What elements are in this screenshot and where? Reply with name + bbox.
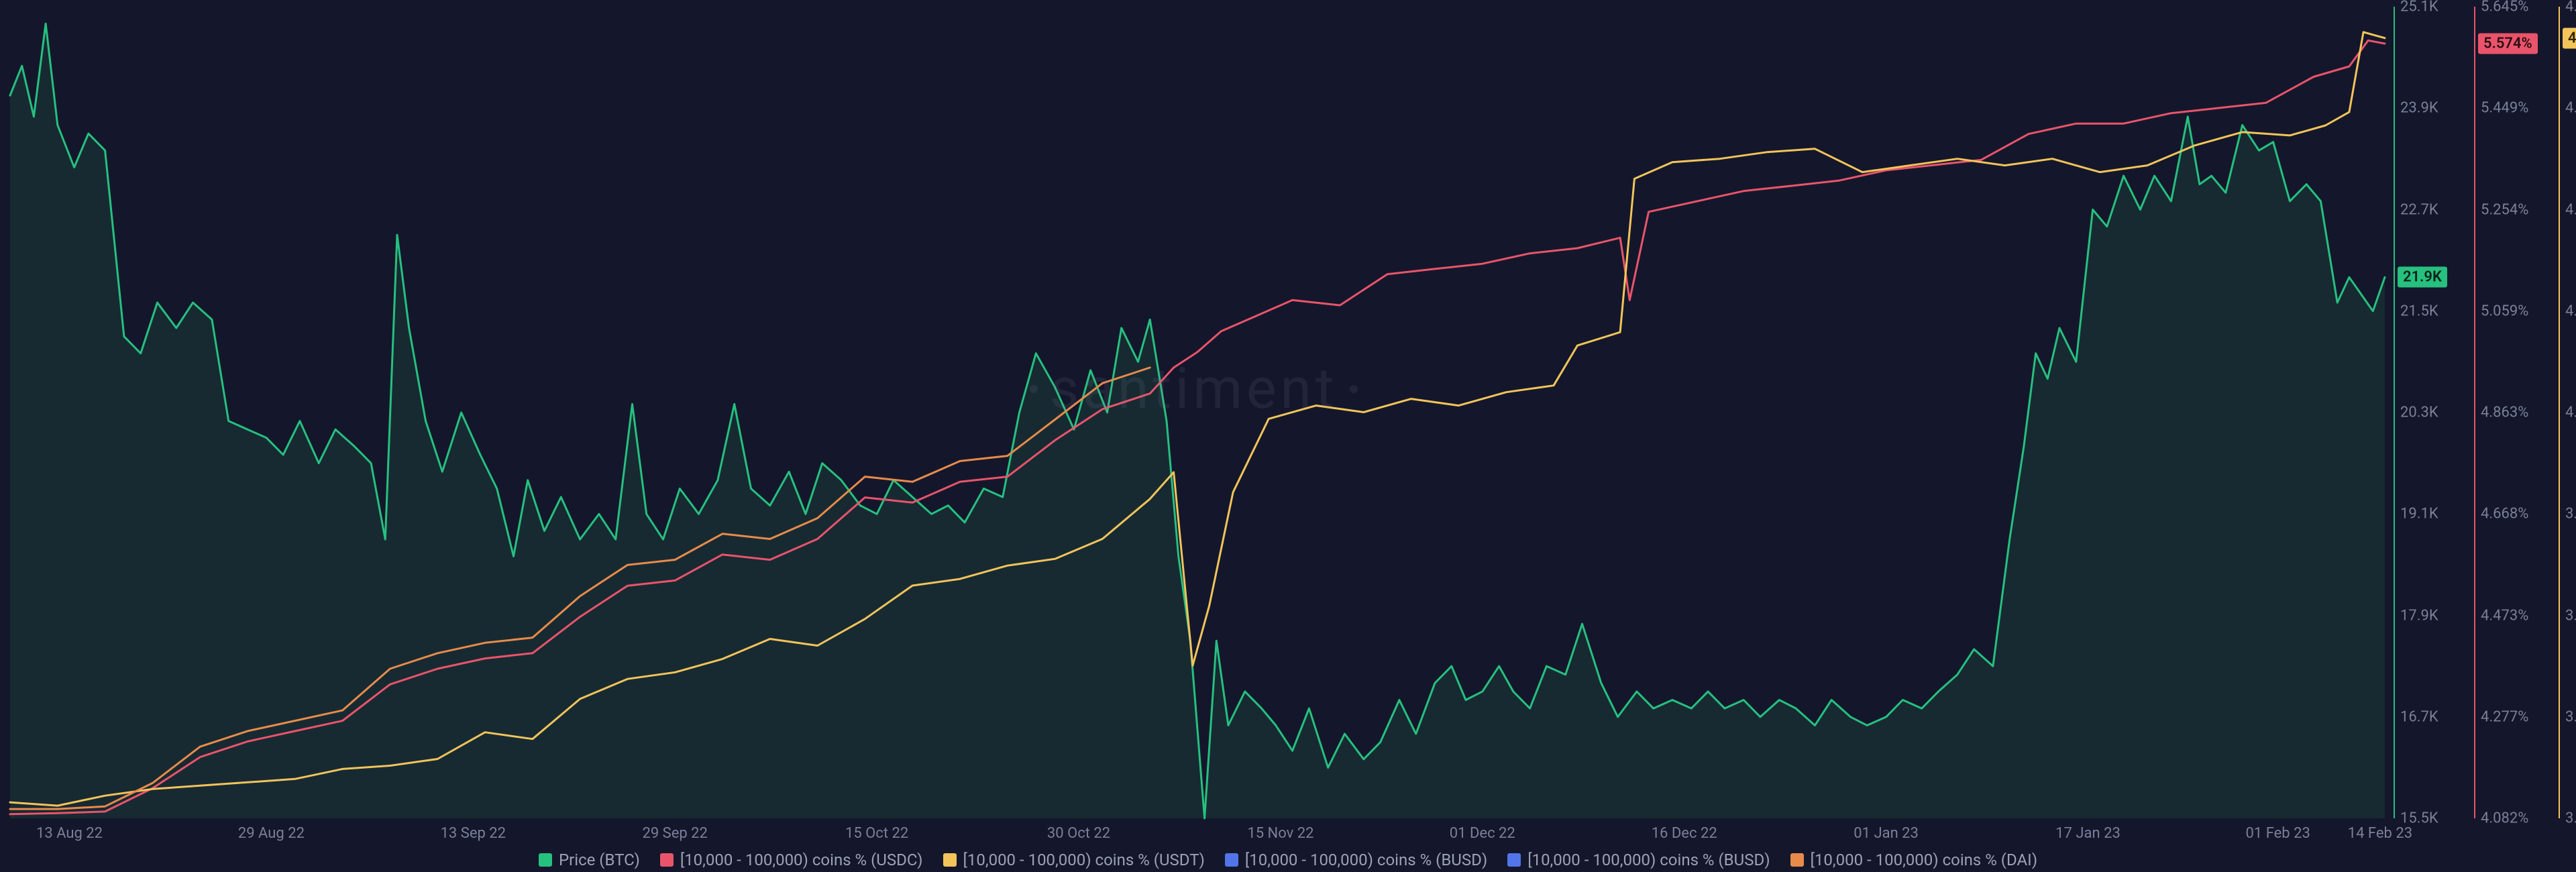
y-tick: 4.473% (2481, 607, 2528, 624)
x-tick: 15 Oct 22 (845, 825, 908, 842)
x-tick: 01 Feb 23 (2246, 825, 2310, 842)
y-tick: 15.5K (2400, 810, 2438, 827)
legend-item: Price (BTC) (539, 851, 640, 869)
legend-label: [10,000 - 100,000) coins % (BUSD) (1527, 851, 1770, 869)
y-tick: 4.082% (2481, 810, 2528, 827)
y-tick: 5.645% (2481, 0, 2528, 15)
legend-label: [10,000 - 100,000) coins % (BUSD) (1245, 851, 1487, 869)
legend: Price (BTC) [10,000 - 100,000) coins % (U… (0, 851, 2576, 869)
y-tick: 17.9K (2400, 607, 2438, 624)
legend-item: [10,000 - 100,000) coins % (DAI) (1790, 851, 2038, 869)
y-tick: 19.1K (2400, 506, 2438, 523)
y-tick: 5.449% (2481, 100, 2528, 117)
x-tick: 16 Dec 22 (1652, 825, 1717, 842)
x-tick: 17 Jan 23 (2055, 825, 2121, 842)
y-tick: 3.521% (2565, 810, 2576, 827)
y-tick: 4.668% (2481, 506, 2528, 523)
x-tick: 01 Jan 23 (1854, 825, 1919, 842)
y-tick: 22.7K (2400, 201, 2438, 218)
x-tick: 30 Oct 22 (1047, 825, 1110, 842)
x-tick: 13 Sep 22 (441, 825, 506, 842)
legend-item: [10,000 - 100,000) coins % (BUSD) (1507, 851, 1770, 869)
y-axis-line-price (2394, 7, 2395, 818)
x-tick: 29 Sep 22 (642, 825, 707, 842)
legend-label: [10,000 - 100,000) coins % (USDT) (963, 851, 1205, 869)
y-tick: 3.673% (2565, 708, 2576, 725)
y-tick: 23.9K (2400, 100, 2438, 117)
legend-label: [10,000 - 100,000) coins % (DAI) (1811, 851, 2038, 869)
x-tick: 14 Feb 23 (2348, 825, 2412, 842)
x-tick: 01 Dec 22 (1450, 825, 1515, 842)
y-tick: 4.129% (2565, 404, 2576, 421)
y-tick: 5.059% (2481, 303, 2528, 319)
legend-swatch (539, 853, 552, 867)
legend-label: [10,000 - 100,000) coins % (USDC) (680, 851, 923, 869)
legend-swatch (1790, 853, 1804, 867)
y-tick: 4.277% (2481, 708, 2528, 725)
y-tick: 20.3K (2400, 404, 2438, 421)
x-tick: 13 Aug 22 (36, 825, 103, 842)
legend-item: [10,000 - 100,000) coins % (USDT) (943, 851, 1205, 869)
chart-root: santiment 13 Aug 2229 Aug 2213 Sep 2229 … (0, 0, 2576, 872)
legend-label: Price (BTC) (559, 851, 640, 869)
y-tick: 4.586% (2565, 100, 2576, 117)
x-tick: 29 Aug 22 (238, 825, 305, 842)
value-badge-usdc: 5.574% (2478, 33, 2538, 54)
y-axis-line-usdc (2474, 7, 2475, 818)
legend-swatch (943, 853, 957, 867)
legend-swatch (1507, 853, 1521, 867)
legend-item: [10,000 - 100,000) coins % (BUSD) (1225, 851, 1487, 869)
legend-item: [10,000 - 100,000) coins % (USDC) (660, 851, 923, 869)
y-tick: 3.977% (2565, 506, 2576, 523)
y-tick: 4.738% (2565, 0, 2576, 15)
y-tick: 16.7K (2400, 708, 2438, 725)
y-axis-line-usdt (2559, 7, 2560, 818)
legend-swatch (1225, 853, 1238, 867)
y-tick: 4.281% (2565, 303, 2576, 319)
x-tick: 15 Nov 22 (1247, 825, 1313, 842)
value-badge-price: 21.9K (2398, 267, 2447, 288)
y-tick: 3.825% (2565, 607, 2576, 624)
y-tick: 4.863% (2481, 404, 2528, 421)
y-tick: 5.254% (2481, 201, 2528, 218)
chart-svg (0, 0, 2576, 872)
value-badge-usdt: 4.691% (2563, 28, 2576, 48)
y-tick: 25.1K (2400, 0, 2438, 15)
y-tick: 4.433% (2565, 201, 2576, 218)
y-tick: 21.5K (2400, 303, 2438, 319)
legend-swatch (660, 853, 674, 867)
